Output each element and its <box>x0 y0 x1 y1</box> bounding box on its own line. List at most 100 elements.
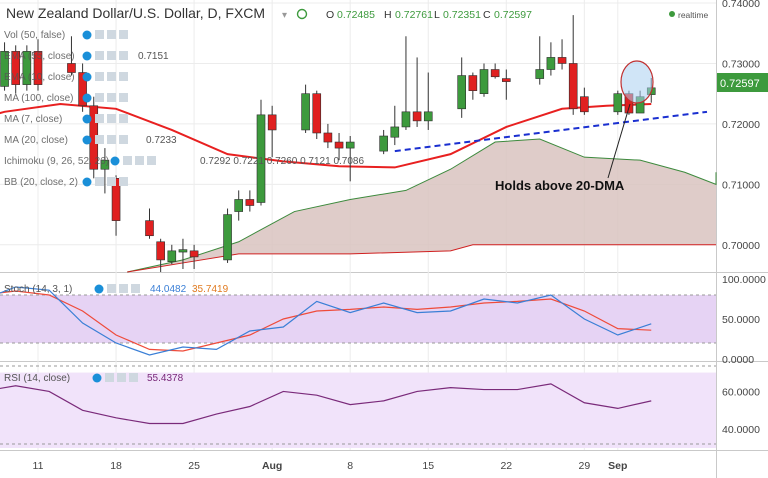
price-label: 0.72597 <box>720 78 760 90</box>
candle-up <box>401 111 411 128</box>
candle-up <box>535 69 545 79</box>
close-icon <box>119 72 128 81</box>
stoch-tick-label: 0.0000 <box>722 354 754 366</box>
candle-up <box>0 51 9 87</box>
realtime-label: realtime <box>678 10 709 20</box>
candle-down <box>334 141 344 149</box>
candle-up <box>301 93 310 131</box>
candle-up <box>100 159 110 170</box>
y-tick-label: 0.74000 <box>722 0 760 10</box>
candle-down <box>323 132 333 143</box>
ohlc-c-label: C <box>483 9 491 21</box>
status-icon <box>296 8 308 20</box>
x-tick-label: 11 <box>33 460 44 472</box>
eye-icon <box>82 72 92 82</box>
trendline <box>394 110 708 153</box>
chevron-down-icon[interactable]: ▾ <box>282 10 287 21</box>
candle-down <box>490 69 500 78</box>
add-icon <box>107 72 116 81</box>
close-icon <box>119 177 128 186</box>
annotation-arrow <box>607 103 631 179</box>
ma20-line <box>0 102 652 169</box>
rsi-value: 55.4378 <box>147 373 184 384</box>
eye-icon <box>94 284 104 294</box>
y-tick-label: 0.71000 <box>722 179 760 191</box>
add-icon <box>107 114 116 123</box>
legend-item-label: EMA (55, close) <box>4 51 75 62</box>
candle-down <box>468 75 478 91</box>
ohlc-o-label: O <box>326 9 334 21</box>
eye-icon <box>92 373 102 383</box>
settings-icon <box>95 177 104 186</box>
stoch-d-value: 35.7419 <box>192 284 229 295</box>
close-icon <box>119 135 128 144</box>
candle-down <box>111 178 121 221</box>
candle-up <box>234 199 243 212</box>
eye-icon <box>82 30 92 40</box>
candle-down <box>33 51 43 85</box>
candle-down <box>501 78 511 82</box>
add-icon <box>107 135 116 144</box>
rsi-line <box>0 383 652 425</box>
close-icon <box>119 51 128 60</box>
candle-down <box>156 241 165 261</box>
x-tick-label: 8 <box>347 460 353 472</box>
legend-item-value: 0.7292 0.7221 0.7260 0.7121 0.7086 <box>200 156 364 167</box>
price-label-box <box>717 73 768 92</box>
candle-down <box>267 114 277 131</box>
y-tick-label: 0.73000 <box>722 58 760 70</box>
candle-down <box>568 63 578 110</box>
annotation-text: Holds above 20-DMA <box>495 178 625 193</box>
indicator-legend: Vol (50, false) EMA (55, close) 0.7151 EMA … <box>4 30 364 188</box>
stoch-tick-label: 100.0000 <box>722 274 766 286</box>
settings-icon <box>95 51 104 60</box>
candle-up <box>178 249 188 253</box>
candle-up <box>167 250 177 263</box>
candles <box>0 15 656 272</box>
candle-up <box>390 126 400 138</box>
candle-down <box>67 63 76 73</box>
rsi-legend-icons <box>92 373 138 383</box>
y-tick-label: 0.72000 <box>722 119 760 131</box>
x-tick-label: 18 <box>110 460 122 472</box>
close-icon <box>119 114 128 123</box>
ohlc-h-label: H <box>384 9 392 21</box>
candle-down <box>245 199 255 206</box>
x-tick-label: 15 <box>422 460 434 472</box>
legend-item-label: MA (7, close) <box>4 114 62 125</box>
indicators <box>0 286 716 448</box>
ohlc-o: 0.72485 <box>337 9 375 21</box>
close-icon <box>129 373 138 382</box>
candle-up <box>613 93 623 113</box>
legend-item-label: BB (20, close, 2) <box>4 177 78 188</box>
ohlc-l-label: L <box>434 9 440 21</box>
eye-icon <box>82 93 92 103</box>
close-icon <box>131 284 140 293</box>
legend-item-value: 0.7233 <box>146 135 177 146</box>
stoch-band <box>0 295 716 343</box>
candle-down <box>557 57 567 64</box>
x-tick-label: Aug <box>262 460 282 472</box>
settings-icon <box>123 156 132 165</box>
candle-up <box>546 57 556 70</box>
rsi-tick-label: 60.0000 <box>722 386 760 398</box>
candle-down <box>145 220 154 237</box>
candle-up <box>423 111 433 122</box>
cloud-span-a <box>127 138 717 273</box>
legend-item-label: MA (100, close) <box>4 93 73 104</box>
y-tick-label: 0.70000 <box>722 240 760 252</box>
rsi-band <box>0 372 716 448</box>
eye-icon <box>82 51 92 61</box>
settings-icon <box>107 284 116 293</box>
x-tick-label: Sep <box>608 460 627 472</box>
close-icon <box>119 93 128 102</box>
legend-item-label: EMA (10, close) <box>4 72 75 83</box>
candle-up <box>22 51 32 85</box>
settings-icon <box>95 114 104 123</box>
candle-up <box>256 114 266 203</box>
x-tick-label: 25 <box>188 460 200 472</box>
candle-down <box>580 96 589 113</box>
settings-icon <box>95 30 104 39</box>
legend-item-label: Vol (50, false) <box>4 30 65 41</box>
